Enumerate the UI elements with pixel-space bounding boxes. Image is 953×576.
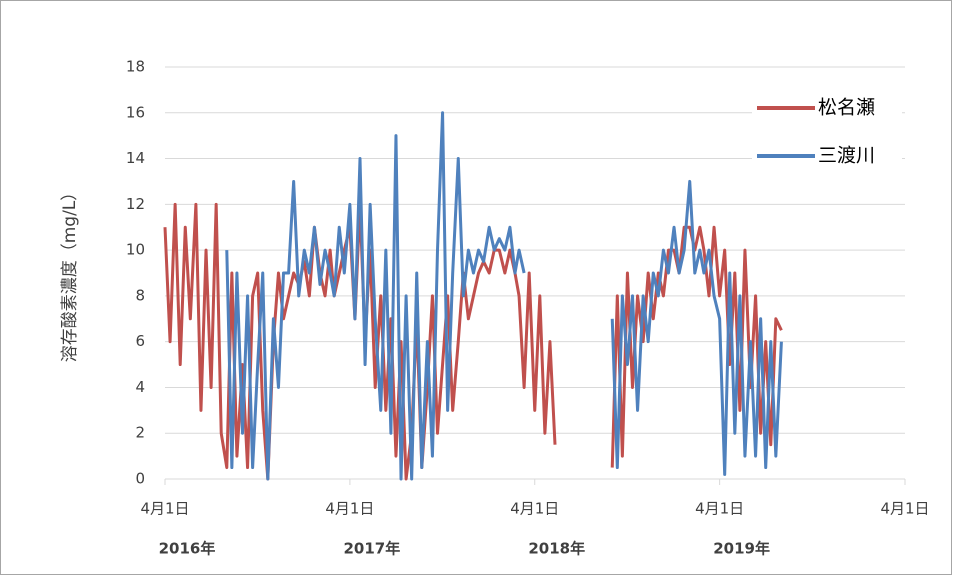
y-tick-label: 18: [126, 58, 145, 76]
x-group-label: 2018年: [528, 540, 585, 558]
y-tick-label: 8: [135, 286, 145, 304]
y-tick-label: 16: [126, 103, 145, 121]
x-group-label: 2016年: [159, 540, 216, 558]
x-tick-label: 4月1日: [880, 500, 929, 518]
x-tick-label: 4月1日: [695, 500, 744, 518]
legend-label: 松名瀬: [818, 97, 875, 119]
y-tick-label: 6: [135, 332, 145, 350]
legend-label: 三渡川: [818, 145, 875, 167]
y-tick-label: 10: [126, 241, 145, 259]
series-line: [225, 111, 783, 481]
y-axis-title: 溶存酸素濃度（mg/L）: [60, 184, 80, 363]
x-group-label: 2017年: [343, 540, 400, 558]
y-tick-label: 12: [126, 195, 145, 213]
x-group-label: 2019年: [713, 540, 770, 558]
x-tick-label: 4月1日: [140, 500, 189, 518]
y-tick-label: 14: [126, 149, 145, 167]
y-tick-label: 0: [135, 470, 145, 488]
y-tick-label: 2: [135, 424, 145, 442]
x-tick-label: 4月1日: [510, 500, 559, 518]
y-tick-label: 4: [135, 378, 145, 396]
x-tick-label: 4月1日: [325, 500, 374, 518]
